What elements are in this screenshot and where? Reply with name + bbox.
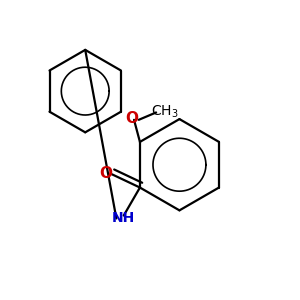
Text: O: O [125, 111, 138, 126]
Text: NH: NH [112, 212, 135, 226]
Text: O: O [99, 166, 112, 181]
Text: CH$_3$: CH$_3$ [151, 103, 178, 120]
